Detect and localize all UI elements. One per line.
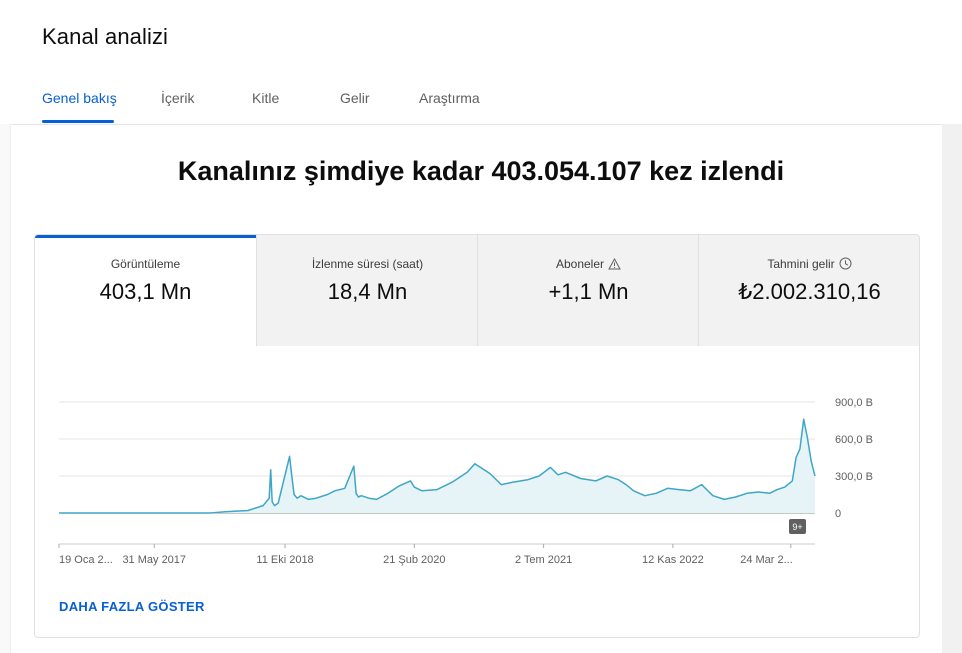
tab-content[interactable]: İçerik — [161, 90, 195, 106]
top-header: Kanal analizi Genel bakış İçerik Kitle G… — [0, 0, 962, 125]
x-tick-label: 2 Tem 2021 — [515, 554, 572, 566]
tab-audience[interactable]: Kitle — [252, 90, 280, 106]
active-metric-indicator — [35, 235, 256, 238]
warning-icon[interactable] — [608, 257, 621, 273]
metric-tab-views[interactable]: Görüntüleme 403,1 Mn — [35, 235, 256, 346]
metric-tab-subscribers[interactable]: Aboneler +1,1 Mn — [477, 235, 699, 346]
overview-card: Görüntüleme 403,1 Mn İzlenme süresi (saa… — [34, 234, 920, 638]
left-gutter — [0, 124, 11, 653]
y-tick-label: 0 — [835, 508, 841, 520]
annotation-badge — [789, 519, 806, 534]
metric-value: ₺2.002.310,16 — [738, 279, 881, 304]
y-tick-label: 900,0 B — [835, 397, 873, 409]
tab-revenue[interactable]: Gelir — [340, 90, 370, 106]
tab-overview[interactable]: Genel bakış — [42, 90, 117, 106]
page-title: Kanal analizi — [42, 24, 169, 49]
metric-label: Aboneler — [478, 257, 699, 273]
active-tab-indicator — [42, 120, 114, 123]
metric-label: Görüntüleme — [110, 257, 181, 271]
series-area — [59, 419, 815, 513]
lifetime-views-headline: Kanalınız şimdiye kadar 403.054.107 kez … — [177, 156, 785, 186]
x-tick-label: 19 Oca 2... — [59, 554, 113, 566]
views-chart: 900,0 B 600,0 B 300,0 B 0 19 Oca 2... 31 May … — [58, 397, 873, 566]
metric-value: 18,4 Mn — [327, 279, 408, 304]
x-tick-label: 21 Şub 2020 — [383, 554, 445, 566]
metric-tab-watch-time[interactable]: İzlenme süresi (saat) 18,4 Mn — [256, 235, 478, 346]
show-more-link[interactable]: DAHA FAZLA GÖSTER — [59, 599, 205, 614]
x-tick-label: 11 Eki 2018 — [256, 554, 313, 566]
x-tick-label: 31 May 2017 — [122, 554, 186, 566]
annotation-badge-label: 9+ — [792, 522, 802, 532]
y-tick-label: 300,0 B — [835, 471, 873, 483]
metric-value: 403,1 Mn — [99, 279, 192, 304]
clock-icon[interactable] — [839, 257, 852, 273]
metric-tab-revenue[interactable]: Tahmini gelir ₺2.002.310,16 — [698, 235, 919, 346]
y-tick-label: 600,0 B — [835, 434, 873, 446]
metric-label: Tahmini gelir — [699, 257, 919, 273]
right-scroll-gutter — [942, 124, 962, 653]
x-tick-label: 12 Kas 2022 — [642, 554, 704, 566]
series-line — [59, 418, 816, 514]
metric-value: +1,1 Mn — [548, 279, 629, 304]
tab-research[interactable]: Araştırma — [419, 90, 480, 106]
x-tick-label: 24 Mar 2... — [740, 554, 793, 566]
metric-label: İzlenme süresi (saat) — [311, 257, 424, 271]
